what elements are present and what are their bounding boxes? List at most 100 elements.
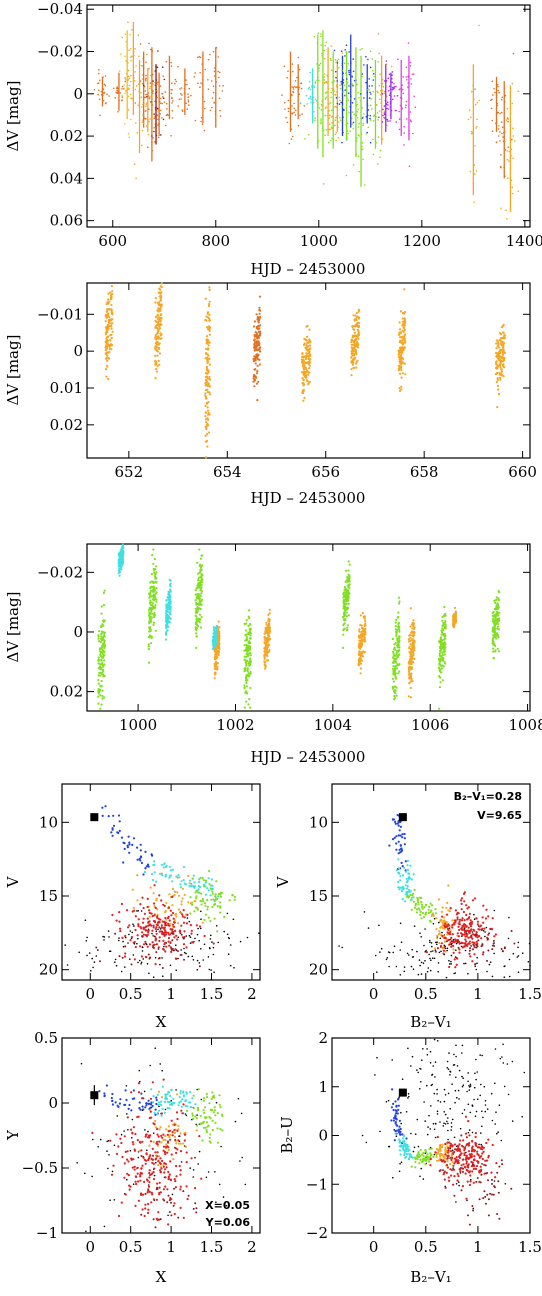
- data-point: [360, 636, 363, 639]
- data-point: [389, 120, 391, 122]
- data-point: [292, 70, 294, 73]
- data-point: [500, 370, 504, 373]
- data-point: [211, 941, 213, 943]
- data-point: [342, 91, 344, 93]
- data-point: [148, 620, 151, 623]
- data-point: [263, 654, 266, 657]
- data-point: [124, 79, 127, 81]
- data-point: [502, 344, 505, 347]
- data-point: [102, 591, 105, 595]
- data-point: [188, 885, 191, 888]
- data-point: [219, 895, 223, 898]
- data-point: [325, 106, 328, 108]
- data-point: [356, 117, 359, 119]
- data-point: [137, 918, 140, 921]
- data-point: [365, 133, 368, 135]
- data-point: [507, 120, 509, 123]
- data-point: [155, 591, 158, 594]
- data-point: [183, 893, 186, 897]
- data-point: [132, 75, 135, 77]
- data-point: [161, 967, 164, 969]
- data-point: [360, 653, 363, 656]
- data-point: [188, 934, 191, 937]
- data-point: [197, 583, 200, 587]
- data-point: [97, 82, 100, 84]
- data-point: [493, 599, 496, 603]
- data-point: [391, 687, 394, 690]
- data-point: [400, 941, 403, 943]
- data-point: [98, 98, 101, 101]
- data-point: [198, 962, 201, 964]
- data-point: [358, 135, 361, 137]
- data-point: [111, 290, 114, 293]
- data-point: [511, 82, 514, 85]
- data-point: [109, 334, 112, 337]
- data-point: [473, 173, 476, 175]
- data-point: [64, 944, 66, 946]
- data-point: [409, 61, 412, 64]
- data-point: [127, 75, 130, 78]
- data-point: [370, 98, 372, 100]
- data-point: [114, 97, 116, 99]
- data-point: [208, 375, 211, 378]
- data-point: [108, 307, 111, 310]
- data-point: [293, 107, 296, 110]
- data-point: [216, 668, 219, 671]
- data-point: [498, 355, 502, 358]
- data-point: [111, 330, 114, 333]
- data-point: [498, 617, 501, 620]
- data-point: [84, 919, 87, 921]
- data-point: [212, 946, 215, 949]
- data-point: [217, 895, 220, 898]
- data-point: [496, 620, 499, 624]
- data-point: [159, 307, 162, 310]
- data-point: [372, 73, 375, 75]
- data-point: [147, 931, 150, 934]
- data-point: [159, 928, 162, 930]
- data-point: [438, 707, 441, 710]
- data-point: [155, 326, 159, 329]
- data-point: [158, 363, 161, 366]
- data-point: [246, 667, 249, 670]
- data-point: [107, 323, 110, 326]
- data-point: [468, 109, 471, 111]
- data-point: [309, 344, 312, 347]
- data-point: [190, 94, 192, 97]
- data-point: [401, 317, 404, 320]
- data-point: [148, 622, 151, 625]
- data-point: [195, 895, 198, 898]
- data-point: [199, 56, 202, 59]
- data-point: [299, 102, 302, 104]
- data-point: [396, 655, 399, 658]
- data-point: [347, 92, 350, 94]
- data-point: [470, 116, 472, 119]
- data-point: [125, 40, 127, 43]
- data-point: [200, 117, 203, 119]
- data-point: [463, 962, 465, 965]
- data-point: [137, 961, 139, 964]
- data-point: [326, 82, 328, 84]
- data-point: [127, 21, 129, 24]
- data-point: [171, 923, 174, 926]
- data-point: [209, 109, 212, 112]
- data-point: [345, 591, 348, 594]
- data-point: [328, 109, 330, 112]
- data-point: [139, 903, 142, 906]
- data-point: [412, 644, 415, 647]
- data-point: [308, 80, 311, 83]
- data-point: [208, 883, 211, 886]
- data-point: [386, 957, 389, 959]
- data-point: [99, 688, 102, 692]
- data-point: [497, 357, 500, 360]
- data-point: [151, 50, 154, 52]
- data-point: [384, 80, 386, 82]
- data-point: [107, 930, 110, 932]
- data-point: [152, 623, 155, 627]
- data-point: [450, 963, 453, 965]
- data-point: [397, 615, 400, 619]
- data-point: [357, 325, 360, 328]
- data-point: [90, 970, 92, 972]
- data-point: [497, 341, 500, 345]
- data-point: [207, 382, 210, 386]
- data-point: [186, 83, 188, 86]
